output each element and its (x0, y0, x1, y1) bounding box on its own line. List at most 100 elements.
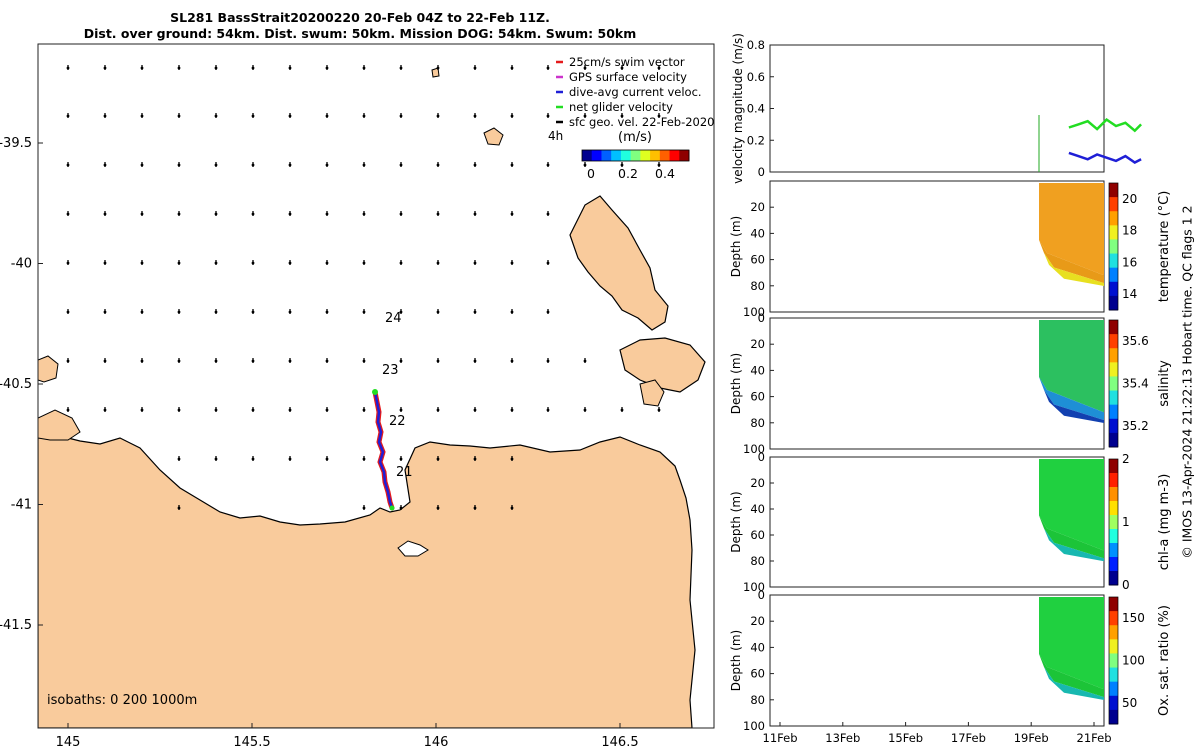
current-vector-dot (473, 359, 477, 363)
map-x-tick-label: 145 (56, 735, 81, 750)
colorbar-segment (1109, 667, 1118, 683)
colorbar-segment (1109, 281, 1118, 297)
time-scale-label: 4h (548, 129, 563, 143)
colorbar-segment (1109, 239, 1118, 255)
current-vector-dot (325, 212, 329, 216)
colorbar-frame (1108, 319, 1119, 448)
current-vector-dot (66, 114, 70, 118)
current-vector-dot (325, 66, 329, 70)
colorbar-segment (1109, 597, 1118, 612)
colorbar-tick-label: 150 (1122, 611, 1145, 625)
speed-colorbar-segment (679, 150, 690, 161)
current-vector-dot (399, 114, 403, 118)
colorbar-tick-label: 20 (1122, 192, 1137, 206)
y-tick-label: 0.2 (747, 133, 765, 147)
panel-5: 0 20 40 60 80 100 150 100 50 Ox. sat. ratio (%) De… (729, 588, 1172, 733)
depth-tick-label: 20 (750, 476, 765, 490)
current-vector-dot (362, 261, 366, 265)
depth-tick-label: 20 (750, 337, 765, 351)
time-tick-label: 21Feb (1077, 731, 1112, 745)
current-vector-dot (362, 163, 366, 167)
colorbar-segment (1109, 183, 1118, 198)
map-y-tick-label: -40.5 (0, 377, 32, 392)
heatmap-lower (1044, 390, 1104, 423)
current-vector-dot (177, 163, 181, 167)
current-vector-dot (251, 212, 255, 216)
colorbar-segment (1109, 404, 1118, 420)
current-vector-dot (214, 359, 218, 363)
kent-group-islet (483, 127, 504, 146)
map-title-line1: SL281 BassStrait20200220 20-Feb 04Z to 2… (170, 10, 550, 25)
current-vector-dot (325, 163, 329, 167)
colorbar-segment (1109, 334, 1118, 349)
colorbar-label: chl-a (mg m-3) (1157, 474, 1172, 571)
depth-tick-label: 60 (750, 253, 765, 267)
current-vector-dot (399, 66, 403, 70)
current-vector-dot (177, 359, 181, 363)
colorbar-segment (1109, 197, 1118, 212)
current-vector-dot (251, 66, 255, 70)
depth-tick-label: 20 (750, 200, 765, 214)
current-vector-dot (362, 457, 366, 461)
current-vector-dot (510, 408, 514, 412)
current-vector-dot (510, 66, 514, 70)
current-vector-dot (140, 163, 144, 167)
current-vector-dot (436, 212, 440, 216)
current-vector-dot (436, 163, 440, 167)
colorbar-tick-label: 35.2 (1122, 419, 1149, 433)
current-vector-dot (214, 457, 218, 461)
depth-tick-label: 40 (750, 640, 765, 654)
current-vector-dot (399, 359, 403, 363)
colorbar-segment (1109, 695, 1118, 711)
colorbar-segment (1109, 709, 1118, 725)
current-vector-dot (546, 212, 550, 216)
current-vector-dot (510, 114, 514, 118)
colorbar-frame (1108, 458, 1119, 586)
depth-tick-label: 100 (743, 580, 765, 594)
map-title-line2: Dist. over ground: 54km. Dist. swum: 50k… (83, 26, 637, 41)
current-vector-dot (140, 261, 144, 265)
track-end-marker (389, 505, 395, 511)
current-vector-dot (546, 261, 550, 265)
speed-colorbar-segment (669, 150, 680, 161)
speed-colorbar-segment (611, 150, 622, 161)
current-vector-dot (473, 506, 477, 510)
panel-y-label: Depth (m) (729, 353, 743, 414)
time-tick-label: 11Feb (763, 731, 798, 745)
current-vector-dot (583, 359, 587, 363)
current-vector-dot (325, 261, 329, 265)
current-vector-dot (288, 310, 292, 314)
y-tick-label: 0.8 (747, 38, 765, 52)
current-vector-dot (362, 506, 366, 510)
colorbar-tick-label: 18 (1122, 224, 1137, 238)
current-vector-dot (583, 114, 587, 118)
depth-tick-label: 60 (750, 390, 765, 404)
colorbar-segment (1109, 390, 1118, 406)
current-vector-dot (546, 66, 550, 70)
small-islet (431, 67, 440, 78)
map-content (38, 65, 706, 728)
current-vector-dot (620, 163, 624, 167)
glider-map: 24232221145145.5146146.5147147.5148148.5… (0, 43, 715, 750)
current-vector-dot (546, 163, 550, 167)
current-vector-dot (288, 163, 292, 167)
colorbar-segment (1109, 473, 1118, 488)
heatmap-middle (1039, 239, 1104, 284)
depth-tick-label: 60 (750, 528, 765, 542)
current-vector-dot (140, 310, 144, 314)
current-vector-dot (657, 163, 661, 167)
current-vector-dot (657, 408, 661, 412)
colorbar-segment (1109, 253, 1118, 269)
speed-unit-label: (m/s) (618, 130, 652, 145)
depth-tick-label: 80 (750, 416, 765, 430)
current-vector-dot (66, 66, 70, 70)
robbins-island (38, 409, 81, 441)
current-vector-dot (473, 408, 477, 412)
depth-tick-label: 100 (743, 442, 765, 456)
depth-tick-label: 80 (750, 693, 765, 707)
colorbar-segment (1109, 571, 1118, 586)
current-vector-dot (436, 506, 440, 510)
speed-tick-label: 0.2 (618, 166, 638, 181)
